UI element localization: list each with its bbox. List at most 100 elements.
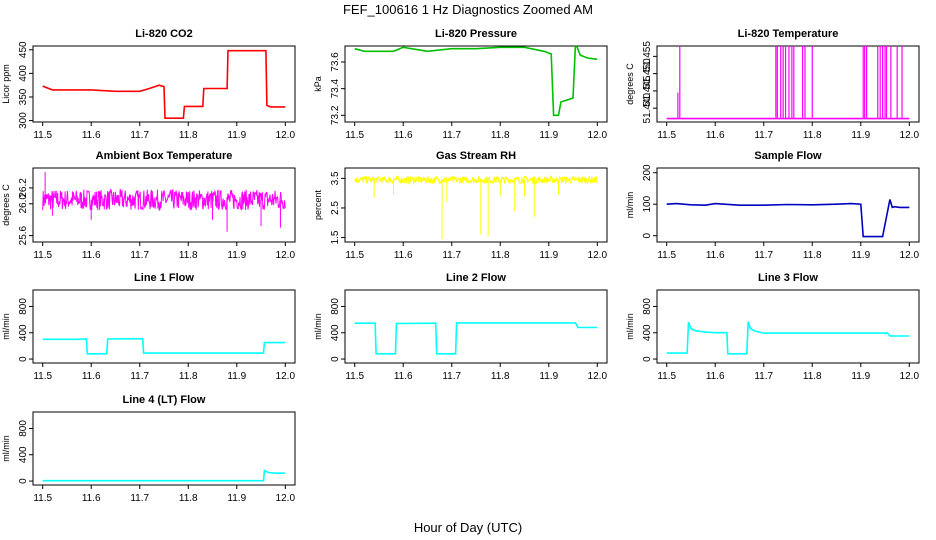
x-tick-label: 11.8 xyxy=(179,493,198,504)
series-area xyxy=(354,46,598,117)
x-tick-label: 11.6 xyxy=(394,130,413,141)
series-line xyxy=(354,322,598,355)
x-tick-label: 12.0 xyxy=(276,250,296,261)
y-tick-label: 400 xyxy=(18,446,29,463)
series-area xyxy=(354,174,598,240)
x-tick-label: 11.6 xyxy=(706,130,725,141)
x-tick-label: 11.7 xyxy=(442,250,461,261)
panel-3: Li-820 Temperature 11.5 11.6 11.7 11.8 11.9 12… xyxy=(625,28,920,141)
series-area xyxy=(42,49,286,119)
x-tick-label: 11.7 xyxy=(754,130,773,141)
x-tick-label: 11.6 xyxy=(706,250,725,261)
x-tick-label: 11.7 xyxy=(442,371,461,382)
y-tick-label: 300 xyxy=(18,112,29,129)
x-tick-label: 11.5 xyxy=(345,250,364,261)
y-tick-label: 73.2 xyxy=(330,105,341,125)
x-tick-label: 11.5 xyxy=(345,371,364,382)
series-line xyxy=(42,49,286,119)
y-tick-label: 3.5 xyxy=(330,171,341,185)
x-tick-label: 11.8 xyxy=(491,250,510,261)
x-tick-label: 11.5 xyxy=(33,250,52,261)
x-tick-label: 11.9 xyxy=(851,250,870,261)
x-tick-label: 12.0 xyxy=(588,371,608,382)
y-axis-label: ml/min xyxy=(625,192,635,219)
x-tick-label: 11.9 xyxy=(227,371,246,382)
x-tick-label: 11.5 xyxy=(345,130,364,141)
x-tick-label: 11.5 xyxy=(657,130,676,141)
x-tick-label: 11.8 xyxy=(179,371,198,382)
y-axis-label: kPa xyxy=(313,76,323,92)
series-line xyxy=(666,199,910,238)
x-tick-label: 11.9 xyxy=(539,250,558,261)
y-tick-label: 25.6 xyxy=(18,225,29,245)
panel-4: Ambient Box Temperature 11.5 11.6 11.7 11.8 1… xyxy=(1,150,296,261)
x-tick-label: 12.0 xyxy=(900,250,920,261)
x-tick-label: 11.8 xyxy=(491,130,510,141)
plot-frame xyxy=(344,167,608,243)
panel-title: Sample Flow xyxy=(754,150,822,162)
x-tick-label: 11.8 xyxy=(179,250,198,261)
y-axis-label: Licor ppm xyxy=(1,64,11,104)
panel-7: Line 1 Flow 11.5 11.6 11.7 11.8 11.9 12.0 0 400 8… xyxy=(1,272,296,382)
y-axis-label: percent xyxy=(313,189,323,220)
y-tick-label: 0 xyxy=(18,478,29,484)
y-tick-label: 800 xyxy=(18,420,29,437)
x-tick-label: 11.5 xyxy=(33,493,52,504)
x-tick-label: 11.5 xyxy=(657,371,676,382)
plot-frame xyxy=(32,45,296,123)
y-tick-label: 2.5 xyxy=(330,201,341,215)
y-tick-label: 51.455 xyxy=(642,41,653,72)
y-tick-label: 26.2 xyxy=(18,178,29,198)
y-tick-label: 800 xyxy=(642,298,653,315)
y-tick-label: 400 xyxy=(642,324,653,341)
x-tick-label: 12.0 xyxy=(276,493,296,504)
y-axis-label: ml/min xyxy=(1,313,11,340)
panel-grid: Li-820 CO2 11.5 11.6 11.7 11.8 11.9 12.0 300 350… xyxy=(1,28,920,504)
y-tick-label: 0 xyxy=(330,356,341,362)
plot-frame xyxy=(344,289,608,364)
panel-10: Line 4 (LT) Flow 11.5 11.6 11.7 11.8 11.9 12.0… xyxy=(1,394,296,504)
plot-frame xyxy=(656,45,920,123)
series-area xyxy=(666,321,910,355)
x-tick-label: 11.9 xyxy=(851,130,870,141)
panel-title: Li-820 Pressure xyxy=(435,28,517,40)
x-tick-label: 11.9 xyxy=(851,371,870,382)
panel-2: Li-820 Pressure 11.5 11.6 11.7 11.8 11.9 12.0 7… xyxy=(313,28,608,141)
y-tick-label: 73.4 xyxy=(330,78,341,98)
x-tick-label: 11.6 xyxy=(82,250,101,261)
plot-frame xyxy=(32,289,296,364)
x-tick-label: 12.0 xyxy=(276,130,296,141)
x-tick-label: 12.0 xyxy=(276,371,296,382)
series-area xyxy=(42,337,286,355)
panel-title: Li-820 Temperature xyxy=(738,28,839,40)
series-area xyxy=(42,469,286,482)
x-tick-label: 11.8 xyxy=(179,130,198,141)
plot-frame xyxy=(344,45,608,123)
noise-band xyxy=(42,188,286,211)
y-tick-label: 350 xyxy=(18,88,29,105)
x-tick-label: 11.6 xyxy=(394,250,413,261)
y-tick-label: 51.445 xyxy=(642,75,653,106)
x-tick-label: 11.7 xyxy=(754,371,773,382)
noise-band xyxy=(354,174,598,185)
panel-9: Line 3 Flow 11.5 11.6 11.7 11.8 11.9 12.0 0 400 8… xyxy=(625,272,920,382)
x-tick-label: 11.5 xyxy=(33,130,52,141)
figure-title: FEF_100616 1 Hz Diagnostics Zoomed AM xyxy=(343,2,593,17)
x-tick-label: 11.7 xyxy=(130,250,149,261)
y-tick-label: 100 xyxy=(642,195,653,212)
panel-title: Line 4 (LT) Flow xyxy=(123,394,206,406)
y-tick-label: 51.450 xyxy=(642,58,653,89)
y-axis-label: ml/min xyxy=(625,313,635,340)
y-tick-label: 400 xyxy=(330,324,341,341)
plot-frame xyxy=(656,289,920,364)
x-tick-label: 11.6 xyxy=(82,130,101,141)
x-tick-label: 11.7 xyxy=(754,250,773,261)
x-tick-label: 11.6 xyxy=(82,493,101,504)
series-line xyxy=(354,46,598,117)
x-tick-label: 11.5 xyxy=(657,250,676,261)
y-tick-label: 450 xyxy=(18,41,29,58)
y-tick-label: 400 xyxy=(18,65,29,82)
series-area xyxy=(666,46,910,120)
panel-title: Ambient Box Temperature xyxy=(96,150,233,162)
